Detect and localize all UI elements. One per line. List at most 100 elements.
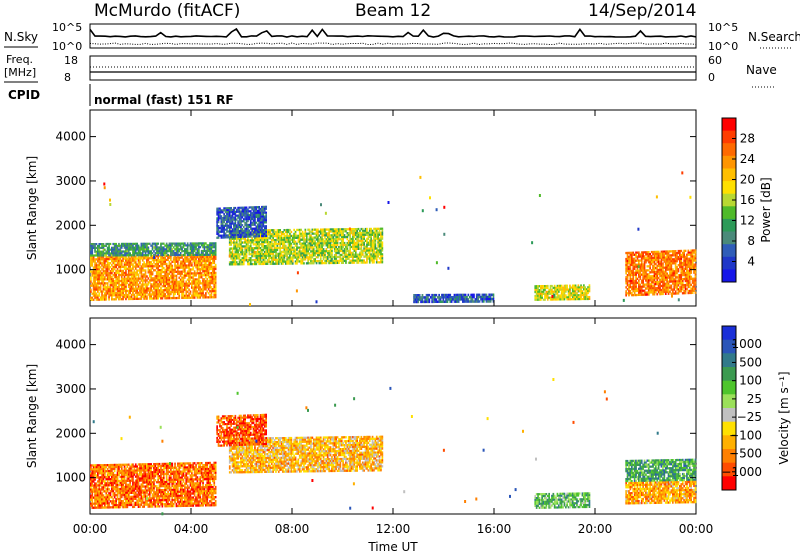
- data-cell-1: [104, 248, 106, 251]
- data-cell-0: [106, 260, 109, 263]
- data-cell-2: [300, 232, 302, 235]
- data-cell-3: [235, 224, 238, 227]
- data-cell-0: [167, 272, 169, 276]
- data-cell-3: [238, 212, 241, 215]
- data-cell-1: [165, 248, 168, 251]
- data-cell-0: [95, 270, 98, 273]
- data-cell-0: [160, 291, 162, 294]
- data-cell-0: [129, 287, 131, 291]
- data-cell-0: [106, 288, 109, 291]
- data-cell-0: [154, 295, 157, 298]
- data-cell-0: [178, 280, 181, 283]
- data-cell-4: [482, 300, 485, 303]
- data-cell-0: [137, 279, 140, 282]
- data-cell-3: [227, 230, 230, 233]
- data-cell-2: [381, 255, 384, 258]
- data-cell-3: [265, 227, 267, 230]
- data-cell-0: [90, 264, 92, 267]
- data-cell-0: [92, 266, 95, 269]
- data-cell-2: [311, 250, 314, 253]
- data-cell-3: [255, 208, 258, 211]
- data-cell-2: [347, 228, 350, 231]
- data-cell-0: [150, 277, 152, 280]
- data-cell-2: [265, 262, 267, 265]
- data-cell-0: [155, 261, 158, 264]
- data-cell-0: [202, 296, 204, 299]
- data-cell-3: [223, 220, 225, 224]
- data-cell-2: [378, 253, 381, 256]
- data-cell-0: [155, 293, 158, 296]
- data-cell-3: [240, 212, 242, 215]
- data-cell-6: [632, 273, 635, 277]
- data-cell-2: [280, 254, 283, 257]
- data-cell-4: [449, 300, 452, 303]
- data-cell-1: [213, 249, 216, 253]
- data-cell-3: [262, 211, 265, 214]
- data-cell-3: [235, 214, 238, 217]
- data-cell-0: [199, 276, 202, 279]
- data-cell-0: [99, 286, 102, 289]
- data-cell-2: [272, 244, 274, 248]
- data-cell-5: [570, 294, 573, 297]
- data-cell-5: [540, 288, 542, 292]
- data-cell-0: [148, 265, 151, 268]
- data-cell-2: [261, 239, 263, 242]
- data-cell-2: [336, 232, 339, 235]
- data-cell-2: [282, 256, 284, 259]
- data-cell-0: [111, 284, 113, 287]
- data-cell-0: [171, 290, 174, 294]
- data-cell-0: [170, 256, 172, 259]
- data-cell-2: [233, 259, 235, 262]
- data-cell-2: [230, 247, 232, 250]
- data-cell-0: [102, 268, 105, 271]
- data-cell-6: [626, 270, 629, 273]
- data-cell-4: [462, 295, 464, 299]
- data-cell-0: [165, 254, 168, 257]
- data-cell-2: [319, 262, 322, 265]
- data-cell-2: [297, 236, 300, 239]
- data-cell-4: [423, 296, 425, 299]
- data-cell-2: [360, 243, 363, 246]
- data-cell-0: [127, 293, 130, 297]
- data-cell-0: [157, 263, 159, 266]
- data-cell-3: [227, 214, 230, 218]
- data-cell-0: [119, 273, 122, 277]
- data-cell-2: [242, 237, 245, 240]
- data-cell-3: [256, 229, 259, 232]
- nsky-tick-low: 10^0: [52, 40, 82, 53]
- data-cell-1: [188, 253, 190, 256]
- data-cell-2: [321, 238, 323, 241]
- data-cell-3: [234, 222, 237, 225]
- data-cell-2: [237, 243, 239, 246]
- data-cell-2: [245, 247, 248, 250]
- data-cell-2: [301, 246, 304, 249]
- data-cell-0: [150, 263, 152, 266]
- data-cell-2: [254, 258, 256, 262]
- data-cell-0: [167, 268, 169, 272]
- data-cell-2: [375, 237, 378, 240]
- data-cell-0: [184, 294, 186, 297]
- data-cell-1: [202, 246, 204, 249]
- data-cell-0: [195, 274, 197, 277]
- data-cell-2: [289, 260, 291, 263]
- data-cell-0: [207, 280, 210, 283]
- data-cell-0: [207, 272, 210, 275]
- data-cell-3: [230, 216, 232, 219]
- data-cell-1: [165, 252, 168, 255]
- data-cell-2: [291, 262, 294, 265]
- data-cell-1: [113, 248, 116, 251]
- data-cell-3: [244, 206, 246, 209]
- data-cell-2: [308, 248, 311, 251]
- data-cell-1: [193, 253, 196, 256]
- data-cell-2: [244, 259, 246, 262]
- data-cell-2: [235, 249, 238, 252]
- data-cell-0: [127, 269, 130, 272]
- data-cell-6: [639, 285, 642, 288]
- data-cell-0: [105, 274, 108, 277]
- data-cell-2: [273, 233, 276, 236]
- data-cell-0: [120, 279, 123, 283]
- data-cell-2: [373, 257, 375, 260]
- data-cell-2: [329, 228, 332, 231]
- data-cell-2: [256, 241, 259, 244]
- data-cell-0: [203, 268, 206, 271]
